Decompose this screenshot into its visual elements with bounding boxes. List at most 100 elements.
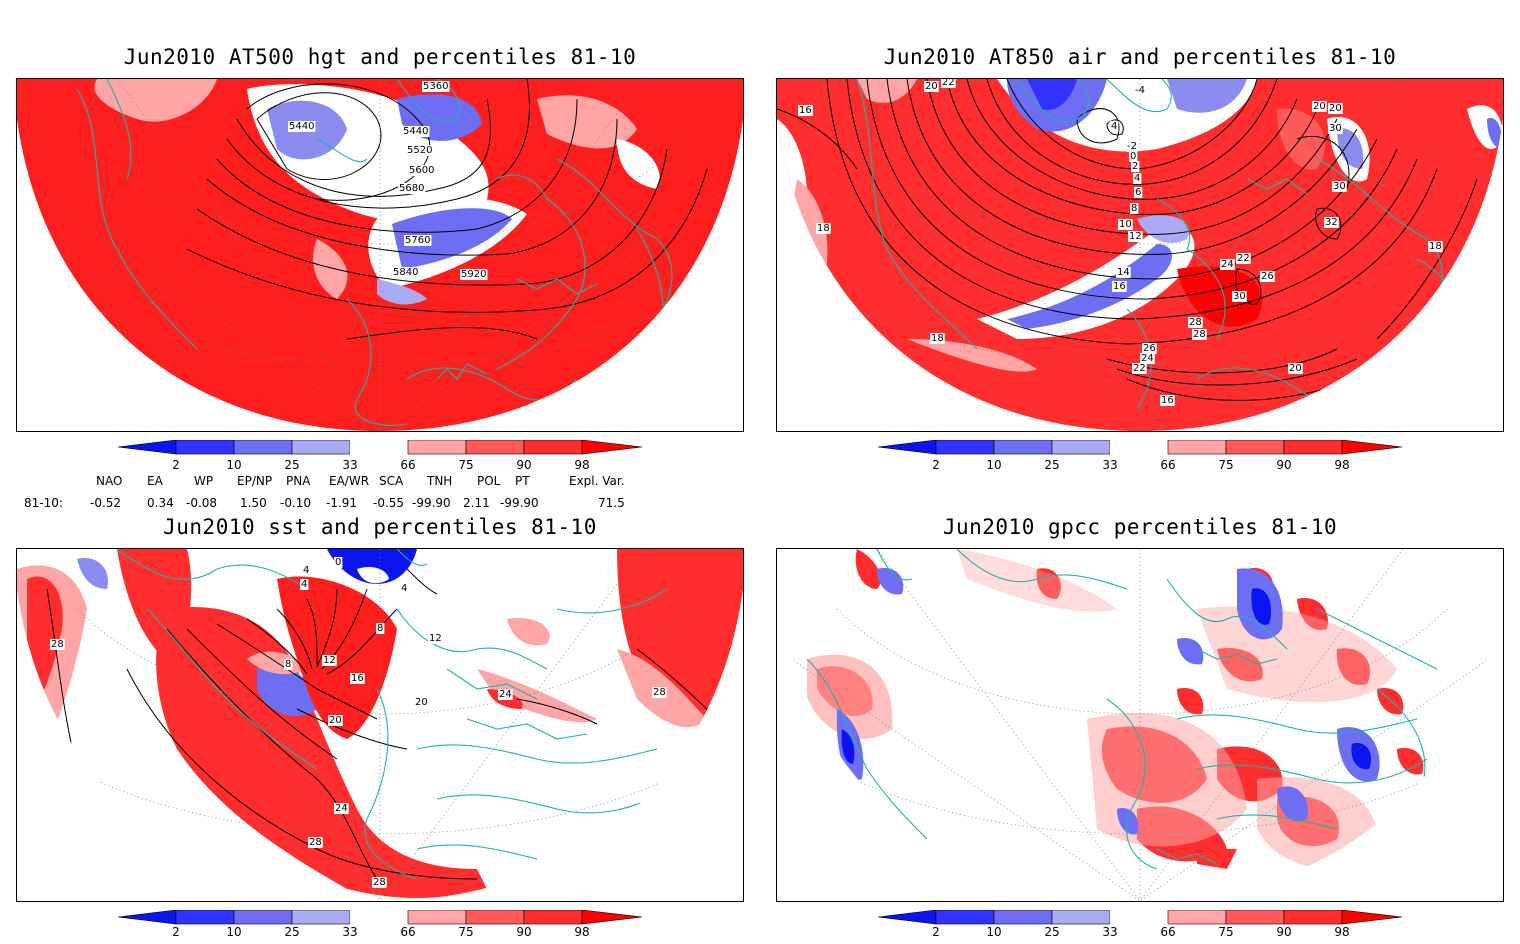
colorbar-tick: 98 <box>574 925 590 939</box>
colorbar-air850: 2 10 25 33 66 75 90 98 <box>877 439 1404 474</box>
index-name: PT <box>515 474 530 488</box>
panel-title-sst: Jun2010 sst and percentiles 81-10 <box>163 515 597 539</box>
contour-label: 32 <box>1325 217 1338 228</box>
contour-label: 28 <box>373 877 386 888</box>
contour-label: 26 <box>1143 343 1156 354</box>
contour-label: 4 <box>1134 173 1140 184</box>
contour-label-bg <box>1116 267 1131 278</box>
contour-label-bg <box>1260 271 1275 282</box>
contour-label-bg <box>1428 241 1443 252</box>
index-value: -0.08 <box>186 496 218 510</box>
index-name: NAO <box>96 474 123 488</box>
index-value: 1.50 <box>240 496 267 510</box>
contour-label-bg <box>284 659 293 670</box>
colorbar-tick: 66 <box>400 925 416 939</box>
contour-label: 5920 <box>461 269 486 280</box>
index-value: 2.11 <box>463 496 490 510</box>
contour-label: 30 <box>1333 181 1346 192</box>
colorbar-air850-scale <box>877 439 1403 455</box>
contour-label: 8 <box>285 659 291 670</box>
contour-label-bg <box>941 79 956 88</box>
map-gpcc-canvas <box>777 549 1503 901</box>
contour-label-bg <box>302 565 311 576</box>
contour-label-bg <box>1328 123 1343 134</box>
map-sst[interactable]: 28 0 4 4 4 8 8 12 12 16 20 20 24 24 28 2… <box>16 548 744 902</box>
index-row-label: 81-10: <box>24 496 63 510</box>
contour-label-bg <box>1134 187 1143 198</box>
contour-label-bg <box>392 267 420 278</box>
index-value: 0.34 <box>147 496 174 510</box>
contour-label-bg <box>406 145 434 156</box>
contour-label-bg <box>328 715 343 726</box>
contour-label-bg <box>1188 317 1203 328</box>
index-value: -99.90 <box>500 496 539 510</box>
contour-label: 22 <box>942 79 955 88</box>
contour-label-bg <box>350 673 365 684</box>
colorbar-tick: 75 <box>458 925 474 939</box>
colorbar-tick: 66 <box>1160 458 1176 472</box>
contour-label-bg <box>1332 181 1347 192</box>
contour-label: 16 <box>351 673 364 684</box>
contour-label-bg <box>372 877 387 888</box>
contour-label-bg <box>1328 103 1343 114</box>
colorbar-tick: 25 <box>1044 458 1060 472</box>
contour-label: 12 <box>323 655 336 666</box>
contour-label: 28 <box>653 687 666 698</box>
contour-label: 4 <box>1111 121 1117 132</box>
contour-label-bg <box>930 333 945 344</box>
contour-label: 20 <box>1289 363 1302 374</box>
contour-label-bg <box>422 81 450 92</box>
colorbar-tick: 10 <box>226 925 242 939</box>
colorbar-tick: 90 <box>516 925 532 939</box>
contour-label-bg <box>1288 363 1303 374</box>
index-name: PNA <box>286 474 311 488</box>
index-value: -0.10 <box>280 496 312 510</box>
colorbar-tick: 25 <box>284 925 300 939</box>
colorbar-tick: 33 <box>1102 925 1118 939</box>
colorbar-tick: 10 <box>986 925 1002 939</box>
contour-label-bg <box>1312 101 1327 112</box>
contour-label: 24 <box>499 689 512 700</box>
contour-label-bg <box>308 837 323 848</box>
panel-title-gpcc: Jun2010 gpcc percentiles 81-10 <box>942 515 1338 539</box>
contour-label: 28 <box>51 639 64 650</box>
contour-label: 28 <box>1189 317 1202 328</box>
colorbar-tick: 90 <box>516 458 532 472</box>
contour-label-bg <box>1236 253 1251 264</box>
colorbar-gpcc: 2 10 25 33 66 75 90 98 <box>877 909 1404 944</box>
colorbar-tick: 2 <box>172 925 180 939</box>
contour-label: 10 <box>1119 219 1132 230</box>
contour-label: 20 <box>415 697 428 708</box>
contour-label-bg <box>498 689 513 700</box>
index-value: -0.55 <box>373 496 405 510</box>
contour-label: 2 <box>1132 161 1138 172</box>
colorbar-tick: 25 <box>284 458 300 472</box>
contour-label: 5760 <box>405 235 430 246</box>
contour-label-bg <box>1140 353 1155 364</box>
contour-label-bg <box>924 81 939 92</box>
colorbar-tick: 98 <box>574 458 590 472</box>
map-air850[interactable]: 20 22 -4 4 -2 0 2 4 6 8 10 12 14 16 16 1… <box>776 78 1504 432</box>
colorbar-sst-scale <box>117 909 643 925</box>
map-gpcc[interactable] <box>776 548 1504 902</box>
air850-contour-labels: 20 22 -4 4 -2 0 2 4 6 8 10 12 14 16 16 1… <box>798 79 1443 406</box>
colorbar-tick: 66 <box>1160 925 1176 939</box>
index-name: Expl. Var. <box>569 474 625 488</box>
contour-label-bg <box>1132 363 1147 374</box>
contour-label-bg <box>400 583 409 594</box>
contour-label-bg <box>376 623 385 634</box>
contour-label-bg <box>1324 217 1339 228</box>
contour-label: 20 <box>1313 101 1326 112</box>
map-hgt500[interactable]: 5360 5440 5440 5520 5600 5680 5760 5840 … <box>16 78 744 432</box>
contour-label-bg <box>334 803 349 814</box>
colorbar-tick: 75 <box>458 458 474 472</box>
contour-label-bg <box>1142 343 1157 354</box>
contour-label-bg <box>816 223 831 234</box>
index-name: TNH <box>427 474 453 488</box>
contour-label: 5600 <box>409 165 434 176</box>
contour-label: 0 <box>335 557 341 568</box>
map-sst-canvas: 28 0 4 4 4 8 8 12 12 16 20 20 24 24 28 2… <box>17 549 743 901</box>
colorbar-sst: 2 10 25 33 66 75 90 98 <box>117 909 644 944</box>
contour-label-bg <box>334 557 343 568</box>
contour-label: 4 <box>401 583 407 594</box>
